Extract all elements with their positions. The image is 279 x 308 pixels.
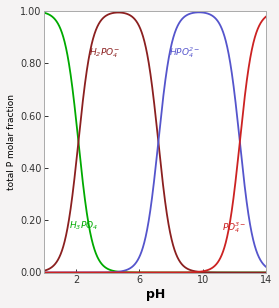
Text: $\mathregular{H_3PO_4}$: $\mathregular{H_3PO_4}$: [69, 219, 98, 232]
X-axis label: pH: pH: [146, 288, 165, 301]
Y-axis label: total P molar fraction: total P molar fraction: [7, 94, 16, 190]
Text: $\mathregular{HPO_4^{2-}}$: $\mathregular{HPO_4^{2-}}$: [169, 45, 201, 60]
Text: $\mathregular{PO_4^{3-}}$: $\mathregular{PO_4^{3-}}$: [222, 220, 246, 235]
Text: $\mathregular{H_2PO_4^-}$: $\mathregular{H_2PO_4^-}$: [89, 47, 120, 60]
